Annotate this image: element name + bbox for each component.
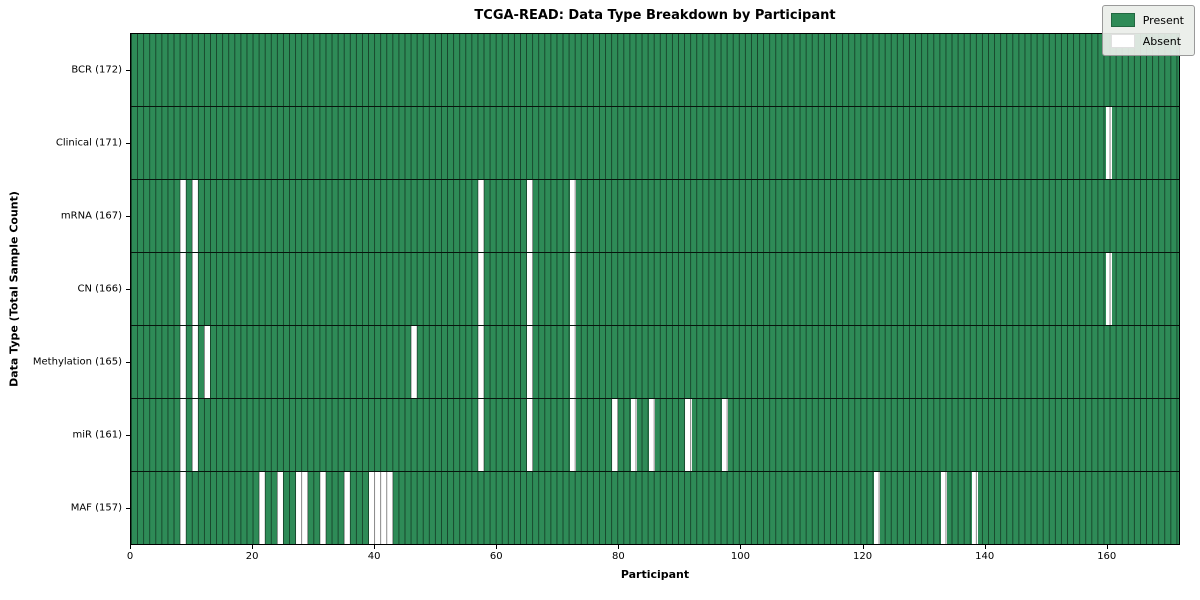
absent-cell [179,180,186,252]
y-axis-label: Data Type (Total Sample Count) [7,191,21,387]
absent-cell [179,326,186,398]
absent-cell [277,472,284,544]
x-tick-mark [984,545,986,549]
y-tick-mark [126,362,130,364]
cell-gridlines [131,326,1179,398]
absent-cell [179,399,186,471]
cell-gridlines [131,472,1179,544]
x-tick-mark [740,545,742,549]
y-tick-mark [126,289,130,290]
absent-cell [191,180,198,252]
x-tick-mark [496,545,498,549]
heatmap-row-clinical [131,106,1179,179]
absent-cell [527,326,534,398]
y-tick-label-cn: CN (166) [77,283,122,295]
absent-cell [971,472,978,544]
y-tick-label-methylation: Methylation (165) [32,356,122,368]
y-tick-mark [126,435,130,437]
absent-cell [301,472,308,544]
absent-cell [722,399,729,471]
y-tick-mark [126,508,130,510]
absent-cell [258,472,266,544]
x-tick-label: 80 [611,551,625,562]
absent-cell [344,472,351,544]
legend: Present Absent [1101,5,1195,56]
x-tick-mark [130,545,131,549]
absent-cell [648,399,655,471]
heatmap-row-mrna [131,179,1179,252]
x-tick-mark [618,545,620,549]
cell-gridlines [131,107,1179,179]
absent-cell [191,399,198,471]
y-tick-label-clinical: Clinical (171) [55,137,122,149]
y-tick-label-bcr: BCR (172) [71,64,122,76]
absent-cell [941,472,948,544]
chart-title: TCGA-READ: Data Type Breakdown by Partic… [474,8,836,23]
heatmap-row-mir [131,398,1179,471]
absent-cell [319,472,326,544]
cell-gridlines [131,180,1179,252]
absent-cell [478,180,485,252]
x-tick-mark [862,545,864,549]
absent-cell [179,472,186,544]
y-tick-mark [126,142,130,144]
absent-cell [612,399,619,471]
x-tick-mark [252,545,254,549]
heatmap-plot-area [130,33,1180,545]
y-tick-mark [126,215,130,217]
absent-cell [204,326,211,398]
absent-cell [685,399,692,471]
absent-cell [569,180,576,252]
present-swatch-icon [1110,13,1135,27]
absent-cell [478,399,485,471]
absent-cell [527,399,534,471]
x-axis-label: Participant [620,568,690,581]
legend-entry-absent: Absent [1110,34,1184,48]
y-tick-mark [126,69,130,71]
absent-swatch-icon [1110,34,1135,48]
absent-cell [1105,107,1112,179]
y-tick-label-maf: MAF (157) [70,502,122,514]
absent-cell [179,253,186,325]
x-tick-label: 20 [245,551,259,562]
absent-cell [630,399,637,471]
absent-cell [874,472,881,544]
cell-gridlines [131,34,1179,106]
x-tick-label: 120 [853,551,873,562]
absent-cell [527,253,534,325]
absent-cell [191,253,198,325]
absent-cell [569,399,576,471]
heatmap-row-cn [131,252,1179,325]
legend-entry-present: Present [1110,13,1184,27]
y-tick-label-mrna: mRNA (167) [60,210,122,222]
legend-label-present: Present [1142,13,1184,27]
absent-cell [569,253,576,325]
absent-cell [191,326,198,398]
heatmap-row-bcr [131,34,1179,106]
x-tick-label: 160 [1097,551,1117,562]
cell-gridlines [131,253,1179,325]
absent-cell [478,253,485,325]
x-tick-mark [374,545,376,549]
heatmap-row-methylation [131,325,1179,398]
absent-cell [1105,253,1112,325]
heatmap-row-maf [131,471,1179,544]
absent-cell [527,180,534,252]
absent-cell [411,326,418,398]
x-tick-label: 140 [975,551,995,562]
x-tick-label: 100 [730,551,750,562]
y-tick-label-mir: miR (161) [72,429,122,441]
x-tick-label: 40 [367,551,381,562]
absent-cell [478,326,485,398]
x-tick-mark [1106,545,1108,549]
absent-cell [386,472,393,544]
absent-cell [569,326,576,398]
x-tick-label: 0 [126,551,134,562]
legend-label-absent: Absent [1142,34,1182,48]
cell-gridlines [131,399,1179,471]
x-tick-label: 60 [489,551,503,562]
